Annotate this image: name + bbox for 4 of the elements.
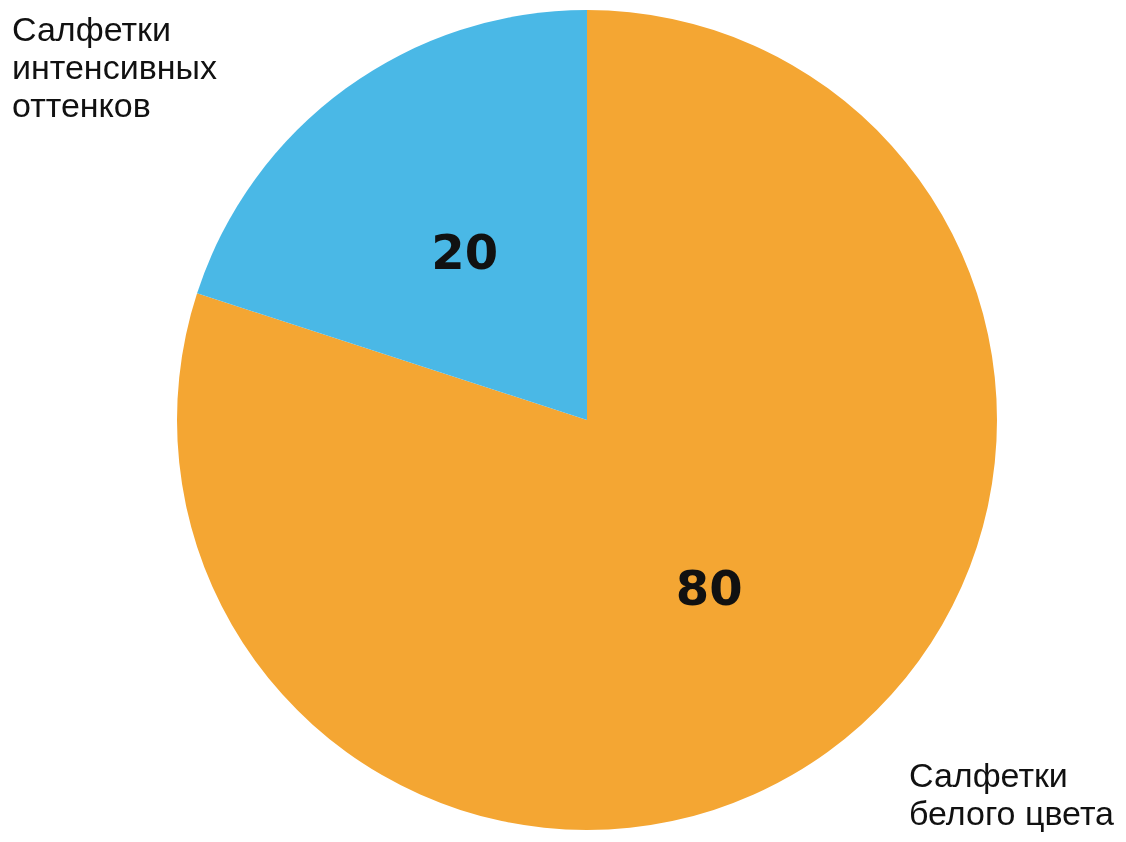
- data-label: 20: [431, 223, 499, 280]
- slice-label: Салфетки интенсивных оттенков: [12, 10, 217, 124]
- data-label: 80: [675, 560, 743, 617]
- slice-label: Салфетки белого цвета: [908, 756, 1115, 832]
